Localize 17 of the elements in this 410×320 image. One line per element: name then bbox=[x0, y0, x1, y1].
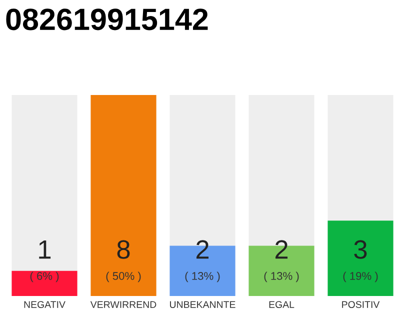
x-tick-label: UNBEKANNTE bbox=[170, 301, 236, 308]
x-tick-label: NEGATIV bbox=[24, 301, 66, 308]
bar bbox=[12, 270, 78, 296]
x-tick-label: VERWIRREND bbox=[90, 301, 156, 308]
chart-title: 082619915142 bbox=[6, 8, 208, 30]
annotation: ( 13% ) bbox=[264, 272, 299, 282]
annotation: ( 6% ) bbox=[30, 272, 59, 282]
data-label: 2 bbox=[196, 240, 209, 259]
data-label: 2 bbox=[275, 240, 288, 259]
data-label: 1 bbox=[39, 240, 51, 259]
annotation: ( 19% ) bbox=[343, 272, 378, 282]
data-label: 3 bbox=[354, 240, 367, 259]
data-label: 8 bbox=[117, 240, 130, 259]
x-tick-label: EGAL bbox=[269, 301, 294, 308]
x-tick-label: POSITIV bbox=[342, 301, 380, 308]
annotation: ( 13% ) bbox=[185, 272, 220, 282]
annotation: ( 50% ) bbox=[106, 272, 141, 282]
